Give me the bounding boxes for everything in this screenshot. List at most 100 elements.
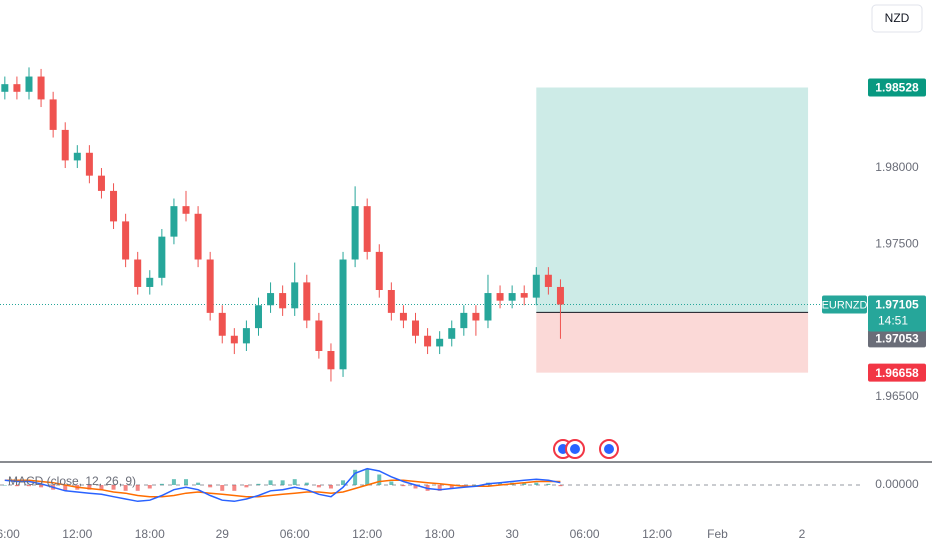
candle-body [424,335,432,347]
candle-body [315,320,323,351]
candle-body [448,328,456,339]
candle-body [484,293,492,321]
loss-zone [536,312,809,373]
macd-histogram-bar [196,482,201,485]
event-icons [553,439,619,459]
macd-histogram-bar [413,485,418,489]
macd-macd-line [4,467,561,503]
macd-histogram-bar [123,485,128,491]
x-tick-label: 29 [216,527,230,541]
candle-body [544,274,552,287]
candle-body [375,251,383,291]
x-tick-label: 12:00 [642,527,672,541]
candle-body [436,338,444,347]
macd-histogram-bar [2,485,7,486]
macd-histogram-bar [401,485,406,487]
macd-histogram-bar [558,485,563,487]
macd-histogram-bar [353,469,358,485]
candle-body [532,274,540,298]
candle-body [73,152,81,161]
candle-body [472,312,480,321]
macd-histogram-bar [341,480,346,485]
candle-body [13,84,21,92]
x-tick-label: 18:00 [425,527,455,541]
candle-body [230,335,238,344]
candle-body [194,213,202,260]
candle-body [49,99,57,130]
candle-body [508,293,516,301]
macd-histogram-bar [111,485,116,490]
currency[interactable]: NZD [885,11,910,25]
macd-histogram-bar [256,483,261,485]
candle-body [218,312,226,336]
stop-loss-label-box [868,363,926,382]
y-tick-label: 1.96500 [875,389,919,403]
profit-zone [536,87,809,313]
macd-histogram-bar [39,485,44,488]
x-tick-label: 06:00 [0,527,20,541]
candle-body [206,259,214,313]
candle-body [412,320,420,336]
macd-histogram-bar [14,485,19,487]
y-tick-label: 1.98000 [875,160,919,174]
take-profit-label: 1.98528 [875,81,919,95]
macd-histogram-bar [389,481,394,485]
candle-body [279,293,287,309]
candle-body [460,312,468,329]
candle-body [351,206,359,260]
candle-body [291,282,299,309]
candle-body [399,312,407,321]
stop-loss-label: 1.96658 [875,366,919,380]
macd-histogram-bar [208,485,213,488]
candle-body [85,152,93,176]
candle-body [1,84,9,92]
macd-histogram-bar [437,485,442,491]
macd-histogram-bar [26,485,31,487]
macd-histogram-bar [449,485,454,489]
macd-histogram-bar [171,479,176,485]
macd-histogram-bar [268,480,273,485]
macd-histogram-bar [498,482,503,485]
candle-body [110,190,118,222]
macd-histogram-bar [220,485,225,491]
candle-body [158,236,166,278]
x-tick-label: Feb [707,527,728,541]
candle-body [303,282,311,321]
symbol-box [822,295,867,314]
x-tick-label: 2 [799,527,806,541]
x-tick-label: 18:00 [135,527,165,541]
candle-body [556,286,564,305]
macd-histogram-bar [316,485,321,488]
macd-histogram-bar [280,480,285,485]
candle-body [182,206,190,214]
macd-histogram-bar [63,485,68,491]
macd-histogram-bar [365,468,370,485]
macd-histogram-bar [244,485,249,488]
macd-histogram-bar [135,485,140,491]
macd-histogram-bar [377,474,382,485]
currency-button[interactable] [871,4,923,33]
candle-body [37,76,45,100]
candle-body [146,277,154,287]
y-tick-label: 1.97500 [875,236,919,250]
x-tick-label: 12:00 [352,527,382,541]
macd-histogram-bar [232,485,237,491]
last-price-box [868,295,926,332]
macd-histogram-bar [522,482,527,485]
symbol-label: EURNZD [822,299,868,311]
macd-histogram-bar [147,485,152,489]
candle-body [267,293,275,306]
candle-body [61,129,69,161]
candle-body [134,259,142,287]
candle-body [327,350,335,370]
macd-histogram-bar [328,485,333,489]
last-price-label: 1.97105 [875,298,919,312]
macd-histogram-bar [292,479,297,485]
macd-title: MACD (close, 12, 26, 9) [8,474,136,488]
macd-histogram-bar [184,479,189,485]
entry-label: 1.97053 [875,332,919,346]
candle-body [363,206,371,252]
take-profit-label-box [868,78,926,97]
